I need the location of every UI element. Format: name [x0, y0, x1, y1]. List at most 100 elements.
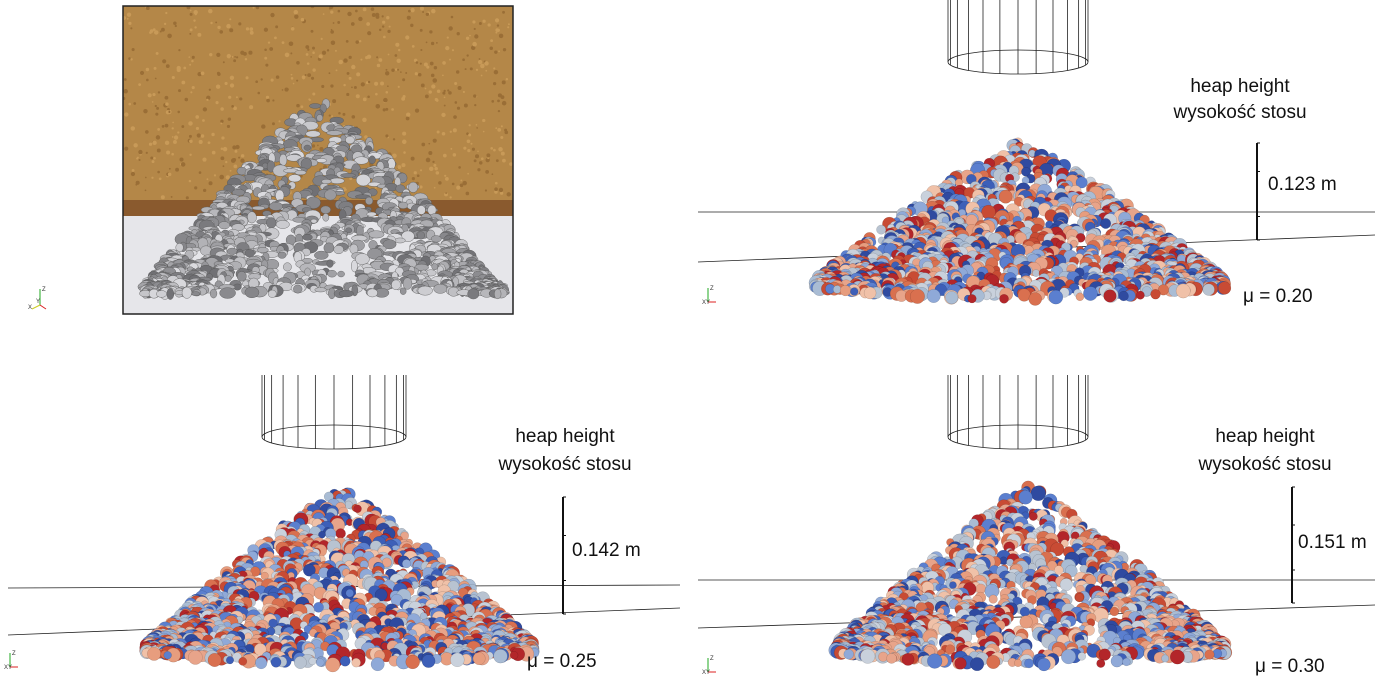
cork-speck — [438, 181, 442, 185]
cork-speck — [387, 85, 389, 87]
cork-speck — [278, 120, 280, 122]
cork-speck — [483, 131, 485, 133]
cork-speck — [436, 171, 440, 175]
cork-speck — [335, 50, 337, 52]
cork-speck — [406, 112, 410, 116]
cork-speck — [156, 135, 160, 139]
cork-speck — [157, 128, 160, 131]
rock — [268, 290, 276, 298]
cork-speck — [192, 86, 195, 89]
rock — [324, 243, 334, 253]
cork-speck — [458, 86, 462, 90]
cork-speck — [154, 67, 157, 70]
cork-speck — [219, 30, 223, 34]
cork-speck — [337, 21, 340, 24]
cork-speck — [177, 68, 181, 72]
particle — [1119, 291, 1129, 301]
cork-speck — [232, 145, 236, 149]
cork-speck — [363, 98, 367, 102]
cork-speck — [307, 73, 311, 77]
cork-speck — [157, 149, 161, 153]
cork-speck — [462, 181, 467, 186]
particle — [968, 294, 977, 303]
cork-speck — [349, 77, 352, 80]
cork-speck — [385, 91, 388, 94]
cork-speck — [220, 107, 224, 111]
cork-speck — [311, 30, 314, 33]
particle — [999, 294, 1008, 303]
cork-speck — [321, 38, 323, 40]
cork-speck — [207, 178, 209, 180]
cork-speck — [445, 46, 449, 50]
cork-speck — [161, 195, 165, 199]
cork-speck — [402, 132, 406, 136]
cork-speck — [349, 177, 352, 180]
cork-speck — [497, 24, 499, 26]
cork-speck — [152, 93, 155, 96]
cork-speck — [416, 61, 419, 64]
rock — [408, 182, 418, 192]
cork-speck — [172, 127, 174, 129]
cork-speck — [426, 158, 431, 163]
cork-speck — [456, 70, 459, 73]
cork-speck — [272, 99, 274, 101]
cork-speck — [257, 92, 260, 95]
cork-speck — [229, 18, 231, 20]
cork-speck — [346, 40, 349, 43]
cork-speck — [274, 37, 277, 40]
cork-speck — [265, 64, 268, 67]
cork-speck — [436, 42, 438, 44]
cork-speck — [494, 70, 498, 74]
cork-speck — [133, 143, 137, 147]
cork-speck — [226, 24, 230, 28]
rock — [295, 170, 306, 175]
cork-speck — [309, 99, 311, 101]
cork-speck — [395, 43, 399, 47]
rock — [276, 220, 289, 228]
cork-speck — [338, 10, 341, 13]
cork-speck — [238, 22, 241, 25]
cork-speck — [359, 40, 361, 42]
cork-speck — [146, 68, 149, 71]
cork-speck — [429, 30, 432, 33]
cork-speck — [349, 56, 352, 59]
cork-speck — [246, 76, 249, 79]
cork-speck — [153, 157, 156, 160]
cork-speck — [437, 89, 441, 93]
rock — [309, 104, 321, 109]
cork-speck — [233, 59, 236, 62]
cork-speck — [493, 67, 495, 69]
cork-speck — [223, 165, 225, 167]
cork-speck — [497, 100, 500, 103]
photo — [122, 4, 650, 316]
cork-speck — [491, 173, 493, 175]
particle — [1049, 290, 1063, 304]
rock — [322, 179, 332, 184]
cork-speck — [130, 27, 132, 29]
cork-speck — [172, 136, 174, 138]
cork-speck — [249, 27, 253, 31]
cork-speck — [329, 72, 331, 74]
cork-speck — [240, 159, 244, 163]
cork-speck — [374, 82, 378, 86]
cork-speck — [449, 196, 451, 198]
cork-speck — [402, 78, 405, 81]
cork-speck — [504, 129, 507, 132]
cork-speck — [232, 158, 236, 162]
particle — [876, 225, 885, 234]
cork-speck — [453, 115, 457, 119]
cork-speck — [490, 147, 493, 150]
cork-speck — [418, 73, 422, 77]
cork-speck — [175, 136, 177, 138]
cork-speck — [194, 26, 196, 28]
cork-speck — [397, 69, 399, 71]
cork-speck — [155, 105, 157, 107]
cork-speck — [209, 181, 213, 185]
cork-speck — [343, 84, 345, 86]
cork-speck — [336, 69, 338, 71]
cork-speck — [151, 177, 153, 179]
cork-speck — [398, 86, 400, 88]
cork-speck — [383, 108, 386, 111]
cork-speck — [437, 131, 440, 134]
cork-speck — [291, 77, 294, 80]
